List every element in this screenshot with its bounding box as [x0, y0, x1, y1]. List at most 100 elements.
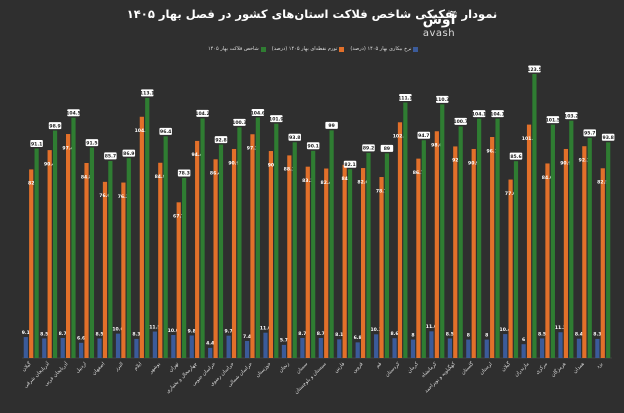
data-label-bg: [362, 144, 375, 152]
data-label-unemployment: 8.5: [538, 331, 546, 337]
data-label-unemployment: 8: [411, 332, 414, 338]
data-label-inflation: 84: [341, 176, 347, 182]
data-label-unemployment: 4.4: [206, 341, 214, 347]
data-label-misery: 100.3: [232, 120, 247, 126]
bar-inflation: [158, 162, 163, 358]
x-tick-label: همدان: [572, 361, 586, 375]
data-label-inflation: 86.4: [210, 171, 221, 177]
bar-misery: [513, 161, 519, 358]
bar-unemployment: [152, 331, 157, 358]
data-label-unemployment: 10.4: [500, 327, 511, 333]
data-label-bg: [583, 129, 596, 137]
data-label-bg: [509, 152, 523, 160]
x-tick-label: گلستان: [459, 360, 475, 376]
bar-unemployment: [447, 338, 452, 358]
data-label-unemployment: 9.1: [22, 330, 30, 336]
data-label-bg: [472, 110, 486, 118]
x-tick-label: تهران: [168, 361, 181, 374]
x-tick-label: قزوین: [351, 361, 365, 375]
data-label-inflation: 88.1: [284, 167, 295, 173]
data-label-unemployment: 8: [485, 332, 488, 338]
data-label-inflation: 76.6: [99, 193, 110, 199]
bar-inflation: [582, 146, 587, 358]
bar-inflation: [600, 168, 605, 358]
bar-unemployment: [189, 335, 194, 358]
data-label-unemployment: 9.8: [188, 328, 196, 334]
data-label-inflation: 90.4: [44, 161, 55, 167]
data-label-bg: [380, 144, 394, 152]
data-label-unemployment: 10.0: [168, 328, 179, 334]
x-tick-label: مازندران: [513, 361, 530, 378]
data-label-misery: 100.7: [453, 119, 468, 125]
bar-misery: [458, 126, 463, 358]
data-label-bg: [306, 142, 320, 150]
data-label-misery: 93.8: [603, 135, 614, 141]
data-label-misery: 98.9: [49, 123, 60, 129]
data-label-bg: [601, 133, 615, 141]
data-label-misery: 104.1: [490, 111, 505, 117]
bar-misery: [237, 127, 242, 358]
data-label-inflation: 101.5: [522, 136, 537, 142]
bar-inflation: [453, 146, 458, 358]
data-label-unemployment: 11.5: [149, 324, 160, 330]
bar-misery: [126, 158, 131, 358]
data-label-unemployment: 8.1: [335, 332, 343, 338]
data-label-unemployment: 8.5: [40, 331, 48, 337]
x-tick-label: البرز: [113, 361, 125, 373]
data-label-bg: [85, 139, 99, 147]
bar-unemployment: [115, 333, 121, 358]
data-label-bg: [104, 152, 117, 160]
data-label-misery: 96.4: [160, 129, 171, 135]
data-label-inflation: 92: [452, 158, 458, 164]
data-label-inflation: 67.7: [173, 214, 184, 220]
bar-inflation: [324, 168, 329, 358]
data-label-inflation: 84.8: [81, 174, 92, 180]
data-label-inflation: 96.1: [486, 148, 497, 154]
chart-legend: شاخص فلاکت بهار ۱۴۰۵ تورم نقطه‌ای بهار ۱…: [208, 43, 419, 55]
data-label-bg: [399, 94, 412, 102]
data-label-inflation: 94.4: [191, 152, 202, 158]
data-label-unemployment: 8.5: [446, 331, 454, 337]
data-label-misery: 110.3: [435, 97, 450, 103]
data-label-misery: 90.1: [308, 144, 319, 150]
x-tick-label: هرمزگان: [549, 360, 567, 378]
data-label-misery: 101.9: [269, 116, 284, 122]
data-label-inflation: 82.6: [357, 179, 368, 185]
bar-unemployment: [23, 337, 28, 358]
data-label-misery: 123.5: [527, 67, 542, 73]
legend-label-inflation: تورم نقطه‌ای بهار ۱۴۰۵ (درصد): [271, 46, 338, 52]
bar-misery: [34, 148, 39, 358]
x-tick-label: کردستان: [384, 361, 402, 379]
data-label-bg: [67, 109, 80, 117]
data-label-misery: 104.2: [195, 111, 210, 117]
bar-misery: [532, 74, 537, 358]
x-tick-label: اردبیل: [75, 361, 88, 374]
bar-inflation: [526, 124, 532, 358]
bar-unemployment: [355, 342, 360, 358]
data-label-inflation: 82: [28, 181, 34, 187]
bar-inflation: [563, 148, 569, 358]
bar-unemployment: [263, 332, 268, 358]
bar-unemployment: [521, 344, 526, 358]
bar-misery: [218, 144, 224, 358]
bar-misery: [311, 150, 316, 358]
data-label-inflation: 83.2: [302, 178, 313, 184]
bar-misery: [182, 177, 187, 358]
chart-title: نمودار تفکیکی شاخص فلاکت استان‌های کشور …: [126, 7, 498, 21]
data-label-inflation: 97.3: [247, 146, 258, 152]
data-label-inflation: 90: [268, 162, 274, 168]
bar-inflation: [84, 162, 89, 358]
data-label-misery: 85.7: [105, 154, 116, 160]
data-label-misery: 113.1: [140, 91, 155, 97]
bar-unemployment: [171, 335, 176, 358]
x-tick-label: کرمان: [406, 361, 420, 375]
data-label-unemployment: 10.6: [112, 326, 123, 332]
data-label-unemployment: 8.7: [317, 331, 325, 337]
bar-misery: [145, 97, 150, 359]
data-label-inflation: 86.7: [413, 170, 424, 176]
bar-inflation: [195, 140, 200, 358]
data-label-unemployment: 8.7: [59, 331, 67, 337]
bar-misery: [163, 136, 168, 358]
x-tick-label: مرکزی: [534, 361, 549, 376]
